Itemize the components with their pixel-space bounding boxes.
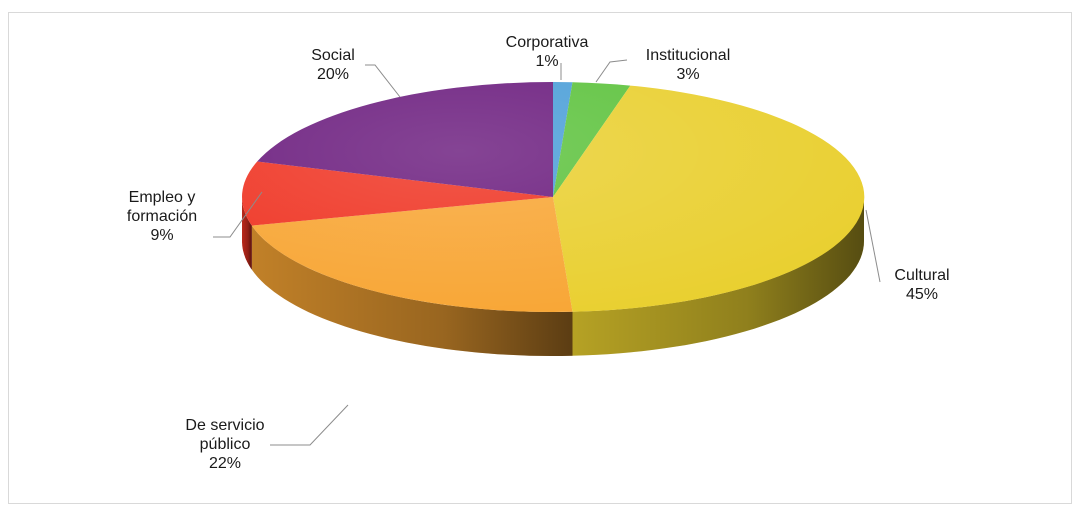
leader-line-institucional (595, 59, 628, 83)
leader-line-cultural (865, 209, 881, 283)
data-label-value-cultural: 45% (906, 286, 938, 303)
leader-line-social (365, 64, 401, 98)
data-label-name-empleo-y-formacion: formación (127, 208, 197, 225)
pie-side-shade-cultural (572, 197, 864, 356)
data-label-name-institucional: Institucional (646, 47, 731, 64)
data-label-value-social: 20% (317, 66, 349, 83)
data-label-value-corporativa: 1% (535, 53, 558, 70)
data-label-name-empleo-y-formacion: Empleo y (129, 189, 196, 206)
data-label-name-social: Social (311, 47, 355, 64)
pie-top-faces (242, 81, 865, 313)
pie-side-walls (242, 197, 864, 356)
slice-labels: Corporativa 1% Institucional 3% Cultural 45% D… (127, 34, 950, 472)
data-label-value-empleo-y-formacion: 9% (150, 227, 173, 244)
data-label-name-cultural: Cultural (894, 267, 949, 284)
pie-top-gloss (242, 82, 864, 312)
leader-line-de-servicio-publico (270, 404, 349, 446)
data-label-value-institucional: 3% (676, 66, 699, 83)
pie-side-shade-de-servicio-publico (251, 225, 573, 356)
leader-line-empleo-y-formacion (213, 191, 263, 238)
data-label-name-de-servicio-publico: De servicio (185, 417, 264, 434)
leader-lines (213, 59, 881, 446)
data-label-value-de-servicio-publico: 22% (209, 455, 241, 472)
data-label-name-de-servicio-publico: público (200, 436, 251, 453)
data-label-name-corporativa: Corporativa (506, 34, 589, 51)
pie-side-shade-empleo-y-formacion (242, 197, 252, 270)
